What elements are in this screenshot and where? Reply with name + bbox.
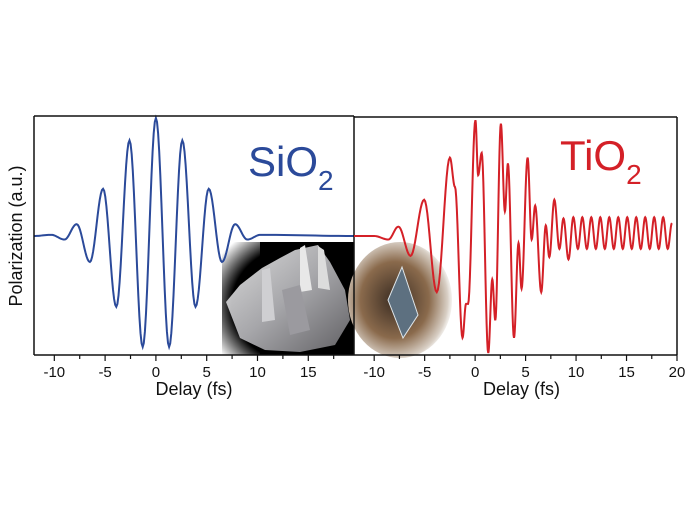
x-tick-label: 0 (152, 364, 160, 381)
x-tick-label: 5 (203, 364, 211, 381)
x-tick-label: 0 (471, 364, 479, 381)
material-subscript: 2 (626, 159, 642, 190)
x-tick-label: 20 (669, 364, 686, 381)
x-axis-title: Delay (fs) (483, 379, 560, 399)
material-label: SiO2 (248, 138, 334, 196)
x-axis-title: Delay (fs) (155, 379, 232, 399)
panel-sio2: -10 -5 0 5 10 15 Delay (fs) SiO2 (33, 114, 355, 399)
x-tick-label: -10 (363, 364, 385, 381)
series-line (33, 114, 355, 351)
material-label: TiO2 (560, 132, 642, 190)
x-tick-label: 5 (521, 364, 529, 381)
x-tick-label: 15 (300, 364, 317, 381)
x-tick-label: 10 (568, 364, 585, 381)
material-formula: SiO (248, 138, 318, 185)
panel-tio2: -10 -5 0 5 10 15 20 Delay (fs) TiO2 (354, 116, 686, 399)
x-tick-label: -5 (98, 364, 111, 381)
rutile-crystal-photo (348, 242, 452, 358)
y-axis-title: Polarization (a.u.) (6, 165, 26, 306)
x-tick-label: 10 (249, 364, 266, 381)
x-tick-label: 15 (618, 364, 635, 381)
x-tick-label: -5 (418, 364, 431, 381)
material-subscript: 2 (318, 165, 334, 196)
x-tick-label: -10 (43, 364, 65, 381)
material-formula: TiO (560, 132, 626, 179)
plot-frame (354, 116, 678, 356)
series-line (354, 119, 673, 354)
quartz-crystal-photo (222, 242, 354, 355)
